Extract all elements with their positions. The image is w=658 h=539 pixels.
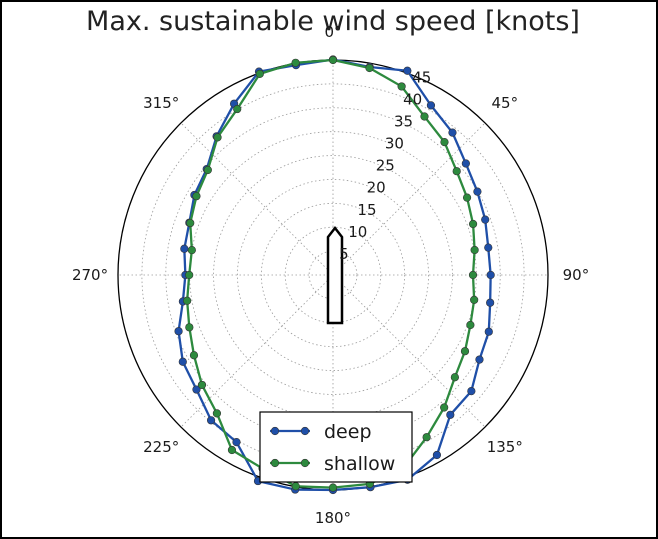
data-point-deep-130 xyxy=(467,386,476,396)
grid-circle-25 xyxy=(213,155,453,395)
data-point-shallow-50 xyxy=(452,167,461,176)
radial-tick-label-15: 15 xyxy=(357,201,376,219)
data-point-shallow-220 xyxy=(212,409,222,418)
angle-tick-label-315: 315° xyxy=(143,94,179,112)
grid-circle-15 xyxy=(260,202,406,348)
radial-tick-label-45: 45 xyxy=(412,68,431,86)
data-point-shallow-60 xyxy=(462,193,472,202)
legend-label-shallow: shallow xyxy=(324,453,395,475)
data-point-shallow-140 xyxy=(440,403,449,412)
data-point-deep-150 xyxy=(432,450,442,460)
data-point-deep-30 xyxy=(426,101,436,110)
data-point-shallow-320 xyxy=(213,133,222,142)
data-point-shallow-330 xyxy=(233,104,242,114)
radial-tick-label-20: 20 xyxy=(367,179,386,197)
data-point-shallow-350 xyxy=(291,58,300,67)
data-point-deep-250 xyxy=(174,327,183,336)
data-point-shallow-40 xyxy=(440,138,449,147)
data-point-deep-60 xyxy=(473,187,482,196)
grid-spoke-45 xyxy=(332,122,486,276)
radial-tick-label-25: 25 xyxy=(376,157,395,175)
data-point-shallow-120 xyxy=(460,347,470,356)
angle-tick-label-225: 225° xyxy=(143,438,179,456)
radial-labels: 5 10 15 20 25 30 35 40 45 xyxy=(339,68,431,263)
data-point-shallow-310 xyxy=(203,165,212,175)
angle-labels: 0° 45° 90° 135° 180° 225° 270° 315° xyxy=(72,23,589,527)
boat-shape xyxy=(326,225,344,325)
chart-title: Max. sustainable wind speed [knots] xyxy=(86,6,580,37)
data-point-shallow-70 xyxy=(468,219,478,229)
data-point-shallow-190 xyxy=(291,482,300,491)
data-point-deep-220 xyxy=(206,416,216,425)
data-point-deep-100 xyxy=(486,298,495,307)
data-point-shallow-10 xyxy=(365,63,374,73)
data-point-shallow-0 xyxy=(328,55,338,65)
radial-tick-label-5: 5 xyxy=(339,245,349,263)
data-point-shallow-150 xyxy=(422,433,431,442)
radial-tick-label-10: 10 xyxy=(348,223,367,241)
grid-spoke-315 xyxy=(180,122,334,276)
data-point-shallow-30 xyxy=(420,112,429,121)
data-point-shallow-110 xyxy=(466,320,475,330)
data-point-deep-90 xyxy=(486,270,495,280)
data-point-deep-230 xyxy=(192,385,201,394)
grid-circle-10 xyxy=(284,226,382,324)
data-point-shallow-100 xyxy=(470,295,479,304)
grid-circle-35 xyxy=(165,107,501,443)
data-point-deep-50 xyxy=(461,159,470,168)
legend: deep shallow xyxy=(259,411,413,483)
data-point-shallow-250 xyxy=(185,323,194,332)
data-point-deep-80 xyxy=(484,243,493,252)
angle-tick-label-180: 180° xyxy=(315,509,351,527)
data-point-deep-110 xyxy=(484,327,493,336)
data-point-deep-70 xyxy=(481,215,490,224)
legend-marker-shallow-2 xyxy=(300,458,310,468)
data-point-shallow-180 xyxy=(328,483,338,492)
angle-tick-label-135: 135° xyxy=(487,438,523,456)
data-point-deep-280 xyxy=(180,244,189,253)
angle-tick-label-270: 270° xyxy=(72,266,108,284)
radial-tick-label-40: 40 xyxy=(403,90,422,108)
data-point-shallow-280 xyxy=(187,246,196,255)
data-point-shallow-210 xyxy=(227,445,237,455)
legend-marker-shallow xyxy=(270,458,280,468)
data-point-shallow-260 xyxy=(183,296,192,305)
data-point-shallow-340 xyxy=(255,69,264,78)
angle-tick-label-90: 90° xyxy=(563,266,590,284)
grid-circle-20 xyxy=(237,179,429,371)
data-point-shallow-240 xyxy=(189,351,199,360)
data-point-shallow-230 xyxy=(197,380,207,390)
legend-marker-deep-2 xyxy=(300,426,310,436)
data-point-shallow-20 xyxy=(397,82,406,91)
data-point-deep-20 xyxy=(403,66,412,75)
data-point-deep-240 xyxy=(178,357,187,366)
data-point-shallow-300 xyxy=(192,192,201,201)
angle-tick-label-0: 0° xyxy=(324,23,341,41)
data-point-deep-40 xyxy=(448,128,457,137)
series-layer xyxy=(174,55,495,495)
angle-tick-label-45: 45° xyxy=(491,94,518,112)
legend-label-deep: deep xyxy=(324,421,372,443)
data-point-deep-140 xyxy=(446,410,455,419)
radial-tick-label-35: 35 xyxy=(394,113,413,131)
legend-box xyxy=(259,411,413,483)
data-point-deep-210 xyxy=(232,438,241,447)
data-point-shallow-80 xyxy=(470,245,479,255)
legend-marker-deep xyxy=(270,426,280,436)
data-point-shallow-130 xyxy=(450,373,459,382)
data-point-shallow-290 xyxy=(186,218,195,228)
radial-tick-label-30: 30 xyxy=(385,135,404,153)
data-point-shallow-270 xyxy=(185,270,194,280)
data-point-shallow-90 xyxy=(468,270,478,280)
data-point-deep-120 xyxy=(475,355,484,364)
boat-icon xyxy=(326,225,344,325)
